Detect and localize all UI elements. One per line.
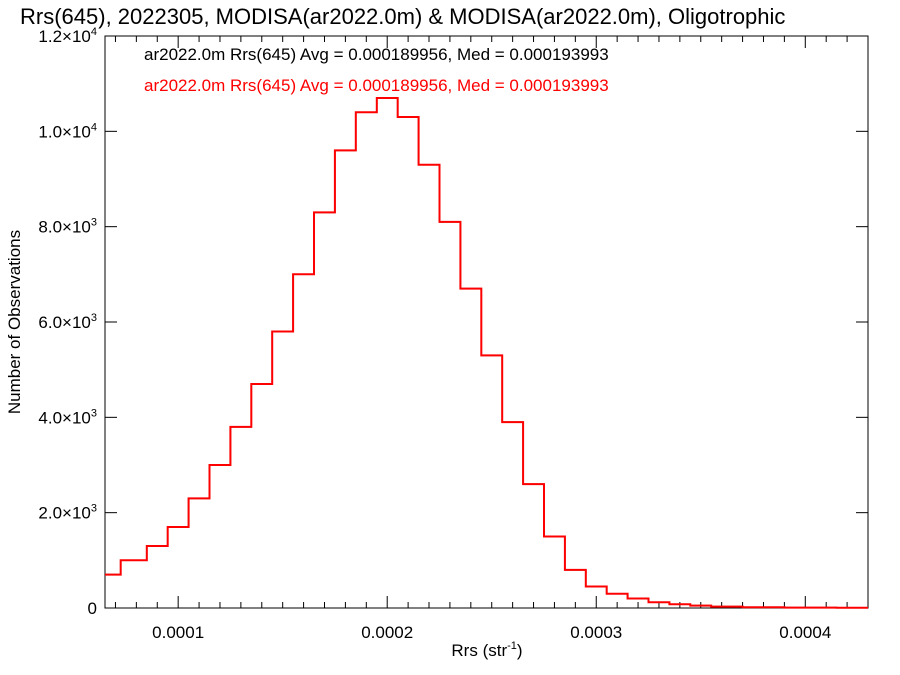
y-tick-label: 1.2×104	[38, 26, 97, 46]
x-tick-label: 0.0002	[361, 623, 413, 642]
y-tick-label: 1.0×104	[38, 121, 97, 141]
y-tick-label-exponent: 3	[91, 503, 97, 515]
x-tick-label: 0.0003	[570, 623, 622, 642]
y-axis-ticks: 02.0×1034.0×1036.0×1038.0×1031.0×1041.2×…	[38, 26, 868, 618]
series-line-red	[105, 97, 868, 609]
y-axis-label: Number of Observations	[5, 230, 24, 414]
x-tick-label: 0.0001	[152, 623, 204, 642]
x-tick-label: 0.0004	[779, 623, 831, 642]
y-tick-label-mantissa: 8.0×10	[38, 218, 90, 237]
y-tick-label-exponent: 4	[91, 26, 97, 38]
x-axis-label-main: Rrs (str	[451, 641, 507, 660]
legend-entry-black: ar2022.0m Rrs(645) Avg = 0.000189956, Me…	[144, 45, 609, 64]
plot-frame	[104, 35, 869, 609]
y-tick-label-mantissa: 6.0×10	[38, 313, 90, 332]
chart-title: Rrs(645), 2022305, MODISA(ar2022.0m) & M…	[20, 4, 785, 29]
y-tick-label: 0	[88, 599, 97, 618]
y-tick-label-exponent: 3	[91, 217, 97, 229]
y-tick-label-exponent: 3	[91, 312, 97, 324]
y-tick-label: 6.0×103	[38, 312, 97, 332]
y-tick-label: 2.0×103	[38, 503, 97, 523]
y-tick-label-exponent: 4	[91, 121, 97, 133]
y-tick-label-mantissa: 2.0×10	[38, 504, 90, 523]
series-line-black	[105, 97, 868, 609]
y-tick-label-exponent: 3	[91, 407, 97, 419]
x-axis-label-sup: -1	[507, 640, 517, 652]
y-tick-label-mantissa: 1.0×10	[38, 122, 90, 141]
x-axis-ticks: 0.0001 0.0002 0.0003 0.0004	[114, 36, 848, 642]
y-tick-label: 8.0×103	[38, 217, 97, 237]
x-axis-label: Rrs (str-1)	[451, 640, 522, 660]
x-axis-label-end: )	[517, 641, 523, 660]
y-tick-label-mantissa: 0	[88, 599, 97, 618]
y-tick-label-mantissa: 1.2×10	[38, 27, 90, 46]
y-tick-label-mantissa: 4.0×10	[38, 408, 90, 427]
y-tick-label: 4.0×103	[38, 407, 97, 427]
series-group	[105, 97, 868, 609]
legend-entry-red: ar2022.0m Rrs(645) Avg = 0.000189956, Me…	[144, 76, 609, 95]
